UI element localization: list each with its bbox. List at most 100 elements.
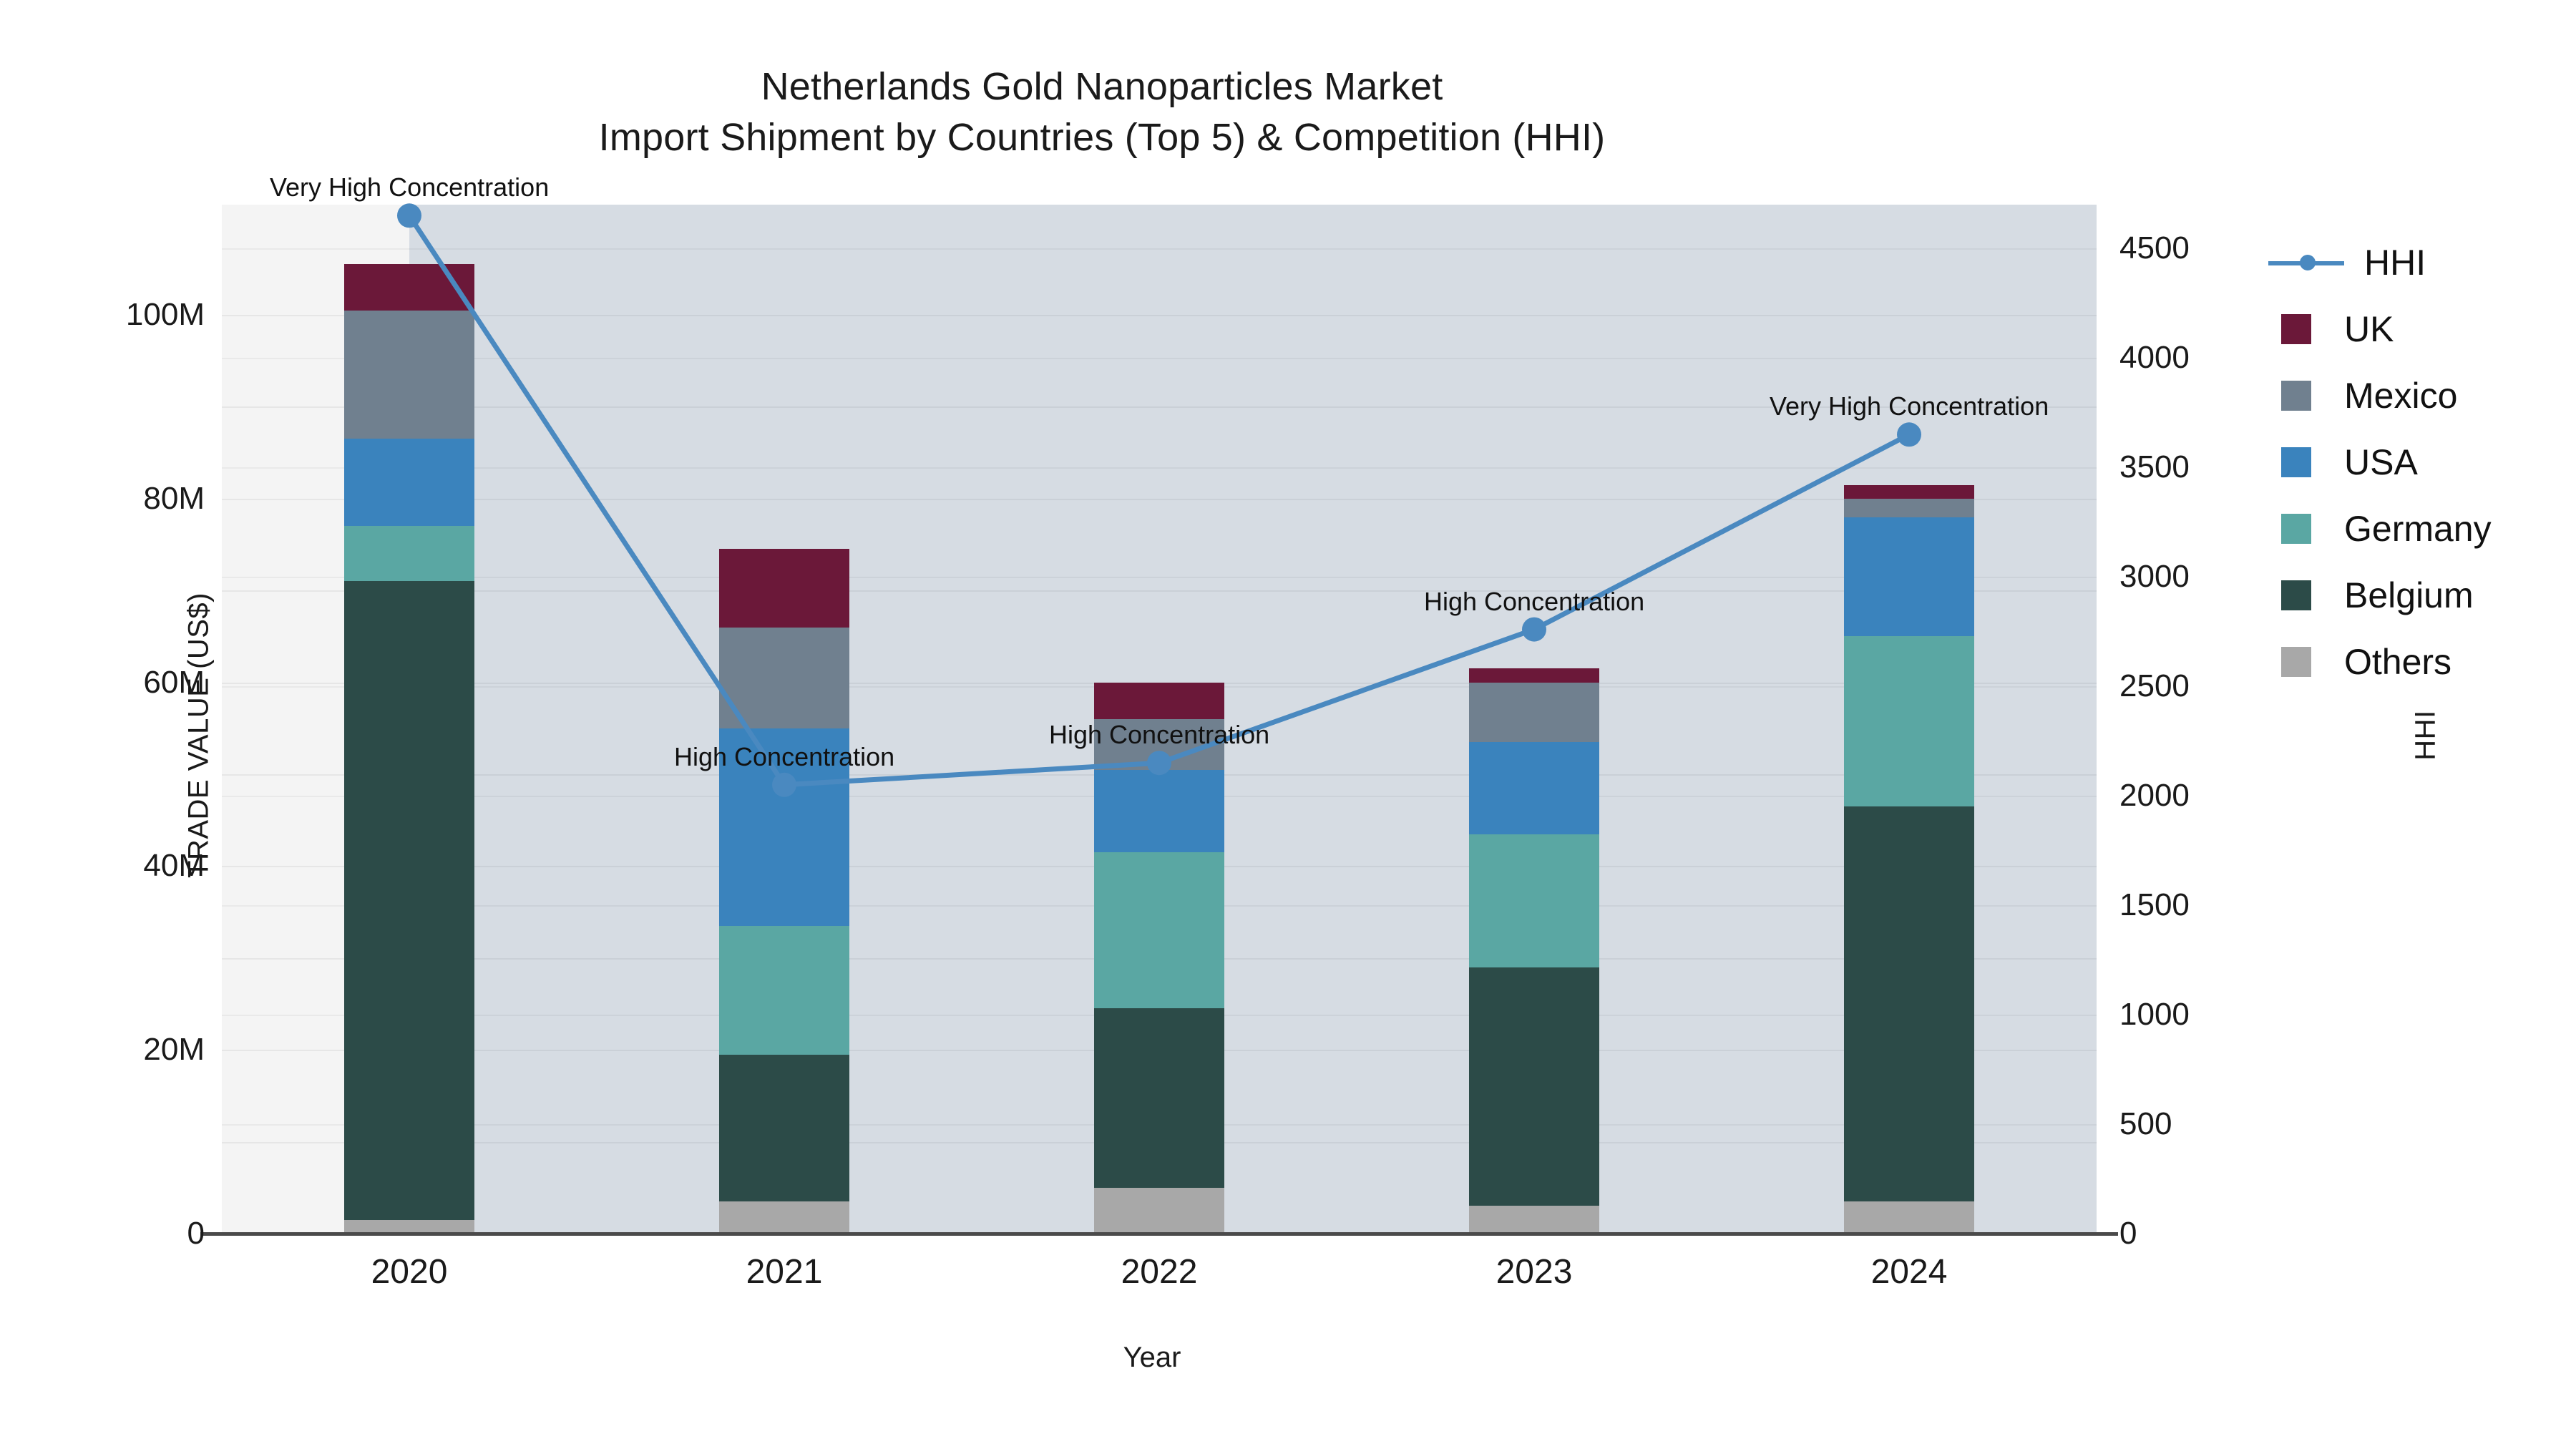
bar-segment-usa[interactable] — [1094, 769, 1224, 853]
legend-label: USA — [2344, 441, 2418, 482]
hhi-line — [406, 213, 1912, 788]
bar-group[interactable] — [1469, 205, 1599, 1234]
bar-group[interactable] — [344, 205, 474, 1234]
bar-segment-mexico[interactable] — [344, 310, 474, 439]
legend-dot-icon — [2300, 254, 2316, 270]
y-tick-left: 80M — [143, 480, 205, 516]
bar-segment-uk[interactable] — [1844, 484, 1974, 499]
y-tick-left: 40M — [143, 848, 205, 884]
y-axis-left-label: TRADE VALUE (US$) — [182, 592, 215, 878]
gridline — [222, 498, 2097, 500]
legend-label: Germany — [2344, 508, 2492, 549]
bar-segment-others[interactable] — [344, 1219, 474, 1234]
legend-item-others[interactable]: Others — [2268, 628, 2576, 695]
legend-swatch-icon — [2281, 313, 2311, 344]
y-tick-right: 3000 — [2119, 559, 2190, 595]
bar-segment-germany[interactable] — [1469, 834, 1599, 967]
bar-segment-belgium[interactable] — [1094, 1008, 1224, 1188]
y-axis-right-zero-tick — [2097, 1232, 2118, 1236]
hhi-data-point-2024[interactable] — [1897, 422, 1921, 447]
hhi-data-point-2020[interactable] — [397, 203, 421, 228]
chart-title: Netherlands Gold Nanoparticles Market Im… — [0, 62, 2204, 164]
bar-segment-germany[interactable] — [344, 526, 474, 582]
gridline — [222, 315, 2097, 317]
y-tick-left: 0 — [187, 1216, 205, 1251]
annotation-2023: High Concentration — [1424, 586, 1645, 616]
hhi-data-point-2022[interactable] — [1147, 751, 1171, 776]
hhi-line-layer — [397, 203, 1921, 797]
bar-segment-mexico[interactable] — [1844, 498, 1974, 517]
y-tick-right: 0 — [2119, 1216, 2137, 1251]
bar-segment-belgium[interactable] — [719, 1054, 849, 1202]
y-tick-right: 2000 — [2119, 778, 2190, 814]
bar-group[interactable] — [1094, 205, 1224, 1234]
y-tick-right: 1500 — [2119, 887, 2190, 923]
bar-segment-uk[interactable] — [719, 549, 849, 628]
legend-item-uk[interactable]: UK — [2268, 296, 2576, 362]
y-tick-left: 60M — [143, 664, 205, 700]
bar-segment-others[interactable] — [719, 1201, 849, 1234]
bar-segment-others[interactable] — [1844, 1201, 1974, 1234]
x-tick-2024: 2024 — [1870, 1253, 1948, 1291]
legend-item-belgium[interactable]: Belgium — [2268, 562, 2576, 628]
bar-segment-belgium[interactable] — [1469, 967, 1599, 1206]
bar-segment-uk[interactable] — [344, 264, 474, 311]
plot-inner — [222, 203, 2097, 1235]
legend-label: Belgium — [2344, 575, 2474, 615]
y-tick-right: 500 — [2119, 1106, 2172, 1142]
y-axis-left-zero-tick — [200, 1232, 222, 1236]
legend-swatch-icon — [2281, 646, 2311, 677]
y-tick-left: 100M — [125, 297, 205, 333]
bar-segment-uk[interactable] — [1094, 682, 1224, 719]
y-tick-right: 2500 — [2119, 668, 2190, 704]
y-tick-right: 3500 — [2119, 449, 2190, 485]
bar-segment-germany[interactable] — [1094, 852, 1224, 1009]
gridline — [222, 406, 2097, 409]
legend-item-hhi[interactable]: HHI — [2268, 229, 2576, 296]
legend-item-germany[interactable]: Germany — [2268, 495, 2576, 562]
x-tick-2020: 2020 — [371, 1253, 448, 1291]
x-tick-2022: 2022 — [1121, 1253, 1198, 1291]
hhi-data-point-2023[interactable] — [1522, 617, 1546, 642]
bar-segment-uk[interactable] — [1469, 668, 1599, 683]
bar-segment-belgium[interactable] — [344, 581, 474, 1220]
annotation-2021: High Concentration — [674, 741, 895, 771]
bar-segment-germany[interactable] — [1844, 636, 1974, 806]
y-tick-left: 20M — [143, 1032, 205, 1068]
bar-segment-others[interactable] — [1094, 1187, 1224, 1234]
bar-segment-mexico[interactable] — [719, 627, 849, 728]
bar-segment-usa[interactable] — [1469, 742, 1599, 834]
bar-group[interactable] — [719, 205, 849, 1234]
bar-segment-usa[interactable] — [719, 728, 849, 926]
legend-swatch-icon — [2281, 513, 2311, 544]
x-axis-label: Year — [1123, 1342, 1181, 1373]
legend-line-marker-icon — [2268, 248, 2344, 278]
bar-segment-mexico[interactable] — [1469, 682, 1599, 743]
annotation-2024: Very High Concentration — [1770, 391, 2049, 421]
legend-label: HHI — [2364, 242, 2426, 283]
bar-segment-belgium[interactable] — [1844, 806, 1974, 1202]
bar-segment-others[interactable] — [1469, 1206, 1599, 1234]
bar-segment-usa[interactable] — [1844, 517, 1974, 637]
legend-label: Others — [2344, 641, 2452, 682]
legend-swatch-icon — [2281, 580, 2311, 610]
gridline — [222, 590, 2097, 592]
legend-item-usa[interactable]: USA — [2268, 429, 2576, 495]
x-tick-2021: 2021 — [746, 1253, 823, 1291]
gridline-secondary — [222, 577, 2097, 579]
x-tick-2023: 2023 — [1496, 1253, 1573, 1291]
x-axis-line — [208, 1232, 2111, 1236]
legend-item-mexico[interactable]: Mexico — [2268, 362, 2576, 429]
bar-segment-usa[interactable] — [344, 439, 474, 527]
chart-title-line-2: Import Shipment by Countries (Top 5) & C… — [598, 116, 1606, 160]
annotation-2022: High Concentration — [1049, 720, 1270, 750]
plot-area — [222, 203, 2097, 1235]
bar-segment-germany[interactable] — [719, 925, 849, 1055]
legend-label: Mexico — [2344, 375, 2458, 416]
bar-group[interactable] — [1844, 205, 1974, 1234]
y-tick-right: 4000 — [2119, 340, 2190, 376]
hhi-data-point-2021[interactable] — [772, 772, 796, 797]
annotation-2020: Very High Concentration — [270, 172, 550, 203]
gridline-secondary — [222, 467, 2097, 469]
